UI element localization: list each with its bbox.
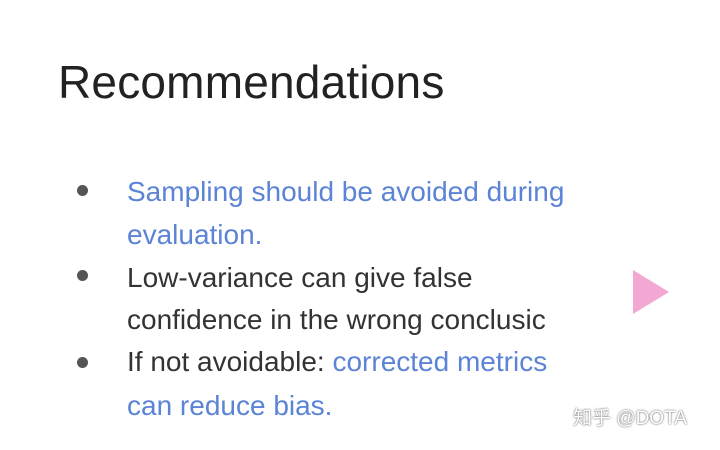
play-arrow-icon[interactable] xyxy=(633,270,669,314)
bullet-1-line-2: evaluation. xyxy=(127,219,263,250)
bullet-3-line-1: If not avoidable: corrected metrics xyxy=(127,342,547,382)
bullet-dot xyxy=(77,270,88,281)
bullet-1-line-1: Sampling should be avoided during xyxy=(127,176,565,207)
bullet-3-line-1-highlight: corrected metrics xyxy=(332,346,548,377)
bullet-dot xyxy=(77,185,88,196)
watermark: 知乎 @DOTA xyxy=(573,408,687,429)
bullet-dot xyxy=(77,357,88,368)
bullet-3-line-1-prefix: If not avoidable: xyxy=(127,346,333,377)
bullet-2-line-2: confidence in the wrong conclusic xyxy=(127,304,546,335)
bullet-2-line-1: Low-variance can give false xyxy=(127,262,473,293)
slide-title: Recommendations xyxy=(58,56,445,108)
bullet-3-line-2: can reduce bias. xyxy=(127,390,333,421)
